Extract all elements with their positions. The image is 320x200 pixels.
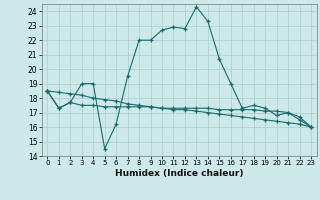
X-axis label: Humidex (Indice chaleur): Humidex (Indice chaleur) [115,169,244,178]
